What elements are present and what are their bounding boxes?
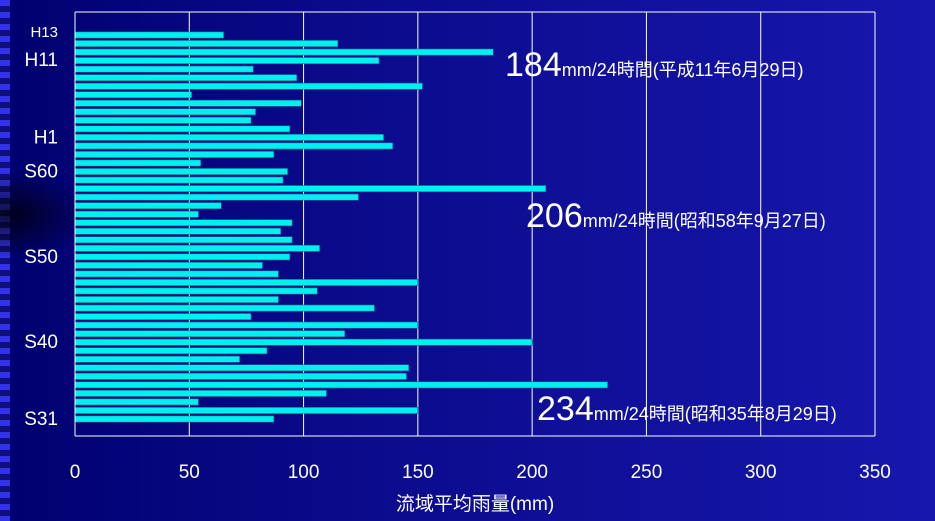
bar-S31 [74,415,275,423]
annotation-h11-text: mm/24時間(平成11年6月29日) [562,60,804,80]
bar-series [74,31,608,423]
x-tick-label: 150 [402,462,434,483]
y-tick-label-S50: S50 [24,247,58,268]
bar-H2 [74,125,291,133]
annotation-h11: 184mm/24時間(平成11年6月29日) [505,46,803,84]
annotation-s58: 206mm/24時間(昭和58年9月27日) [526,197,826,235]
annotation-s35-value: 234 [537,390,594,428]
y-tick-label-S60: S60 [24,162,58,183]
y-tick-label-H1: H1 [34,127,58,148]
bar-S53 [74,227,282,235]
bar-S40 [74,338,533,346]
bar-S34 [74,389,327,397]
bar-H4 [74,108,256,116]
y-tick-label-H13: H13 [30,24,58,41]
bar-S62 [74,151,275,158]
x-tick-label: 100 [288,462,320,483]
x-tick-label: 250 [631,462,663,483]
bar-S57 [74,193,359,201]
bar-S42 [74,321,419,329]
bar-S39 [74,347,268,355]
x-tick-label: 300 [745,462,777,483]
bar-S37 [74,364,410,372]
bar-S49 [74,261,263,269]
bar-S54 [74,219,293,227]
bar-H3 [74,116,252,124]
bar-H10 [74,57,380,64]
bar-S41 [74,330,346,338]
bar-S51 [74,244,320,252]
x-axis-title: 流域平均雨量(mm) [396,493,554,515]
bar-S50 [74,253,291,261]
bar-S44 [74,304,375,312]
annotation-s58-text: mm/24時間(昭和58年9月27日) [583,211,826,231]
bar-S38 [74,355,240,363]
bar-S63 [74,142,394,150]
left-decor-strip [0,0,10,521]
bar-H5 [74,99,302,107]
x-tick-label: 350 [859,462,891,483]
bar-S59 [74,176,284,184]
bar-S45 [74,296,279,303]
bar-S52 [74,236,293,244]
annotation-h11-value: 184 [505,46,562,84]
bar-H8 [74,74,298,82]
x-tick-label: 200 [516,462,548,483]
bar-S46 [74,287,318,295]
bar-S56 [74,202,222,210]
bar-H12 [74,40,339,47]
bar-H11 [74,48,494,56]
bar-H1 [74,134,384,141]
annotation-s58-value: 206 [526,197,583,235]
bar-S32 [74,407,419,414]
bar-H7 [74,82,423,90]
y-tick-label-S31: S31 [24,409,58,430]
bar-S43 [74,313,252,320]
bar-S47 [74,279,419,286]
x-tick-label: 0 [70,462,81,483]
axes [74,11,876,437]
x-tick-labels: 0 50 100 150 200 250 300 350 [70,462,891,483]
y-tick-labels: H13 H11 H1 S60 S50 S40 S31 [24,24,58,430]
y-tick-label-S40: S40 [24,332,58,353]
bar-H13 [74,31,224,39]
bar-S36 [74,372,407,380]
y-tick-label-H11: H11 [25,50,58,71]
bar-S33 [74,398,199,406]
bar-S35 [74,381,608,389]
annotation-s35-text: mm/24時間(昭和35年8月29日) [594,404,837,424]
annotation-s35: 234mm/24時間(昭和35年8月29日) [537,390,837,428]
bar-S55 [74,210,199,218]
bar-S48 [74,270,279,278]
x-tick-label: 50 [179,462,200,483]
bar-H6 [74,91,192,99]
bar-S61 [74,159,202,167]
bar-S60 [74,168,288,175]
bar-H9 [74,65,254,73]
bar-S58 [74,185,547,192]
